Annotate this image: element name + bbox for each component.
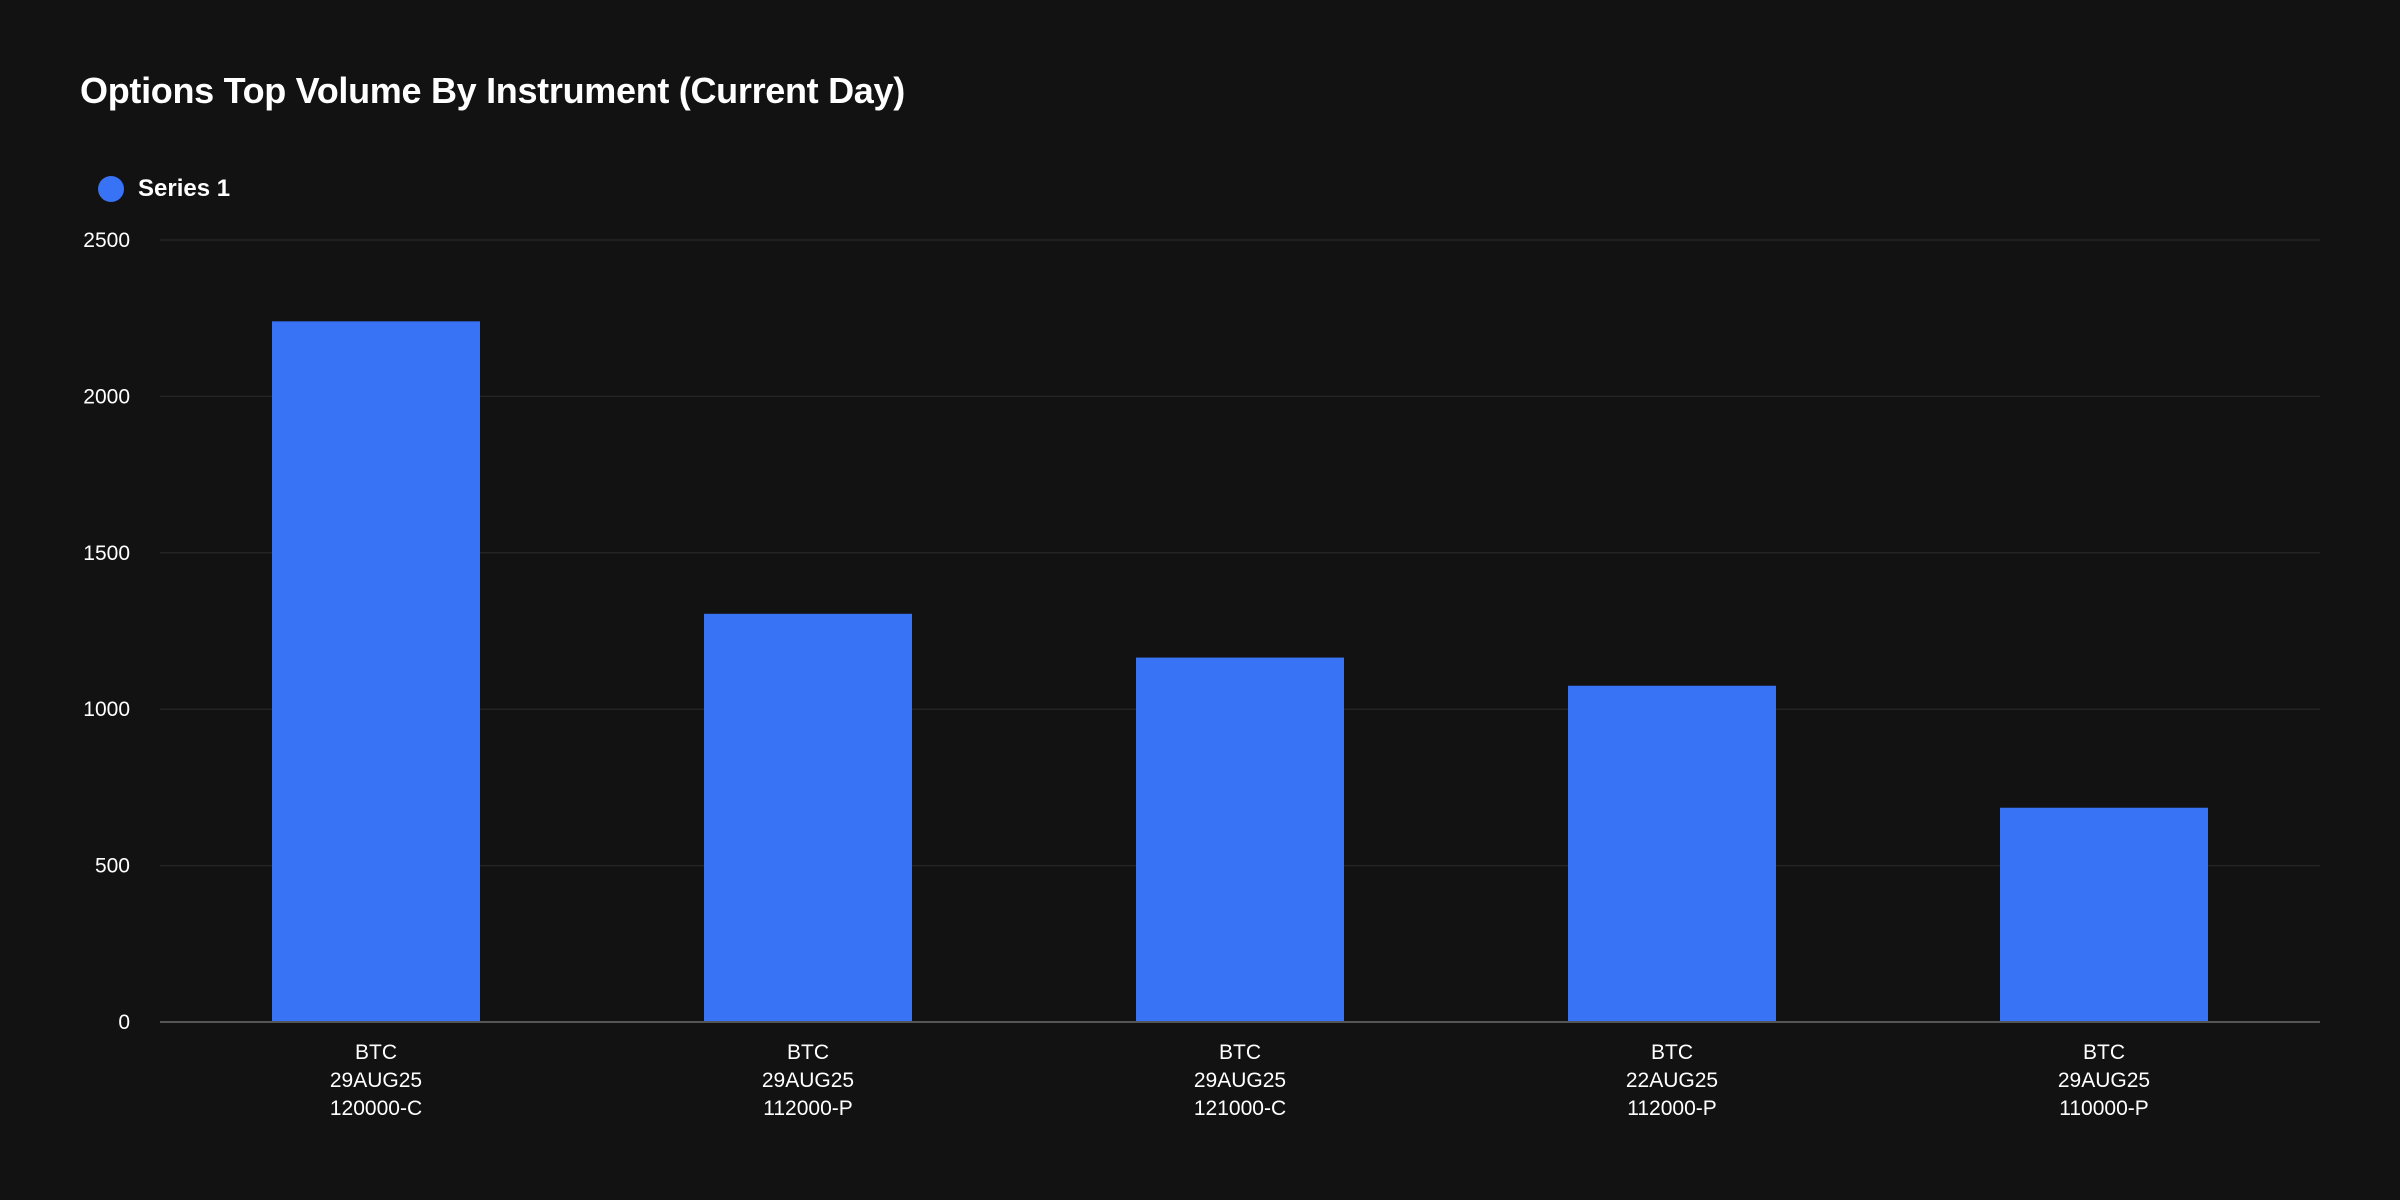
bars <box>272 321 2208 1022</box>
bar-5 <box>2000 807 2208 1022</box>
x-tick-label-4-line-2: 22AUG25 <box>1626 1069 1718 1092</box>
x-tick-label-2-line-1: BTC <box>787 1041 829 1064</box>
x-tick-label-5: BTC 29AUG25 110000-P <box>2058 1041 2150 1120</box>
legend[interactable]: Series 1 <box>98 175 230 203</box>
y-tick-label-500: 500 <box>95 855 130 878</box>
x-tick-label-5-line-3: 110000-P <box>2059 1097 2149 1120</box>
x-tick-label-3-line-1: BTC <box>1219 1041 1261 1064</box>
y-tick-label-1000: 1000 <box>83 698 130 721</box>
x-tick-label-1-line-3: 120000-C <box>330 1097 422 1120</box>
x-tick-label-4-line-3: 112000-P <box>1627 1097 1717 1120</box>
grid-lines <box>160 239 2320 867</box>
x-tick-label-1-line-2: 29AUG25 <box>330 1069 422 1092</box>
x-tick-label-5-line-2: 29AUG25 <box>2058 1069 2150 1092</box>
bar-1 <box>272 321 480 1022</box>
bar-4 <box>1568 685 1776 1022</box>
y-axis-ticks: 0 500 1000 1500 2000 2500 <box>83 229 130 1034</box>
y-tick-label-1500: 1500 <box>83 542 130 565</box>
y-tick-label-2500: 2500 <box>83 229 130 252</box>
legend-swatch-series-1 <box>98 176 124 202</box>
chart-title: Options Top Volume By Instrument (Curren… <box>80 70 905 111</box>
x-tick-label-2-line-3: 112000-P <box>763 1097 853 1120</box>
x-tick-label-1: BTC 29AUG25 120000-C <box>330 1041 422 1120</box>
x-tick-label-3-line-3: 121000-C <box>1194 1097 1286 1120</box>
x-tick-label-4-line-1: BTC <box>1651 1041 1693 1064</box>
legend-label-series-1: Series 1 <box>138 175 231 202</box>
y-tick-label-0: 0 <box>118 1011 130 1034</box>
bar-3 <box>1136 657 1344 1022</box>
x-tick-label-1-line-1: BTC <box>355 1041 397 1064</box>
x-tick-label-4: BTC 22AUG25 112000-P <box>1626 1041 1718 1120</box>
x-axis-ticks: BTC 29AUG25 120000-C BTC 29AUG25 112000-P BTC 2… <box>330 1041 2150 1120</box>
x-tick-label-3-line-2: 29AUG25 <box>1194 1069 1286 1092</box>
bar-2 <box>704 613 912 1022</box>
x-tick-label-2-line-2: 29AUG25 <box>762 1069 854 1092</box>
y-tick-label-2000: 2000 <box>83 385 130 408</box>
x-tick-label-3: BTC 29AUG25 121000-C <box>1194 1041 1286 1120</box>
x-tick-label-5-line-1: BTC <box>2083 1041 2125 1064</box>
x-tick-label-2: BTC 29AUG25 112000-P <box>762 1041 854 1120</box>
